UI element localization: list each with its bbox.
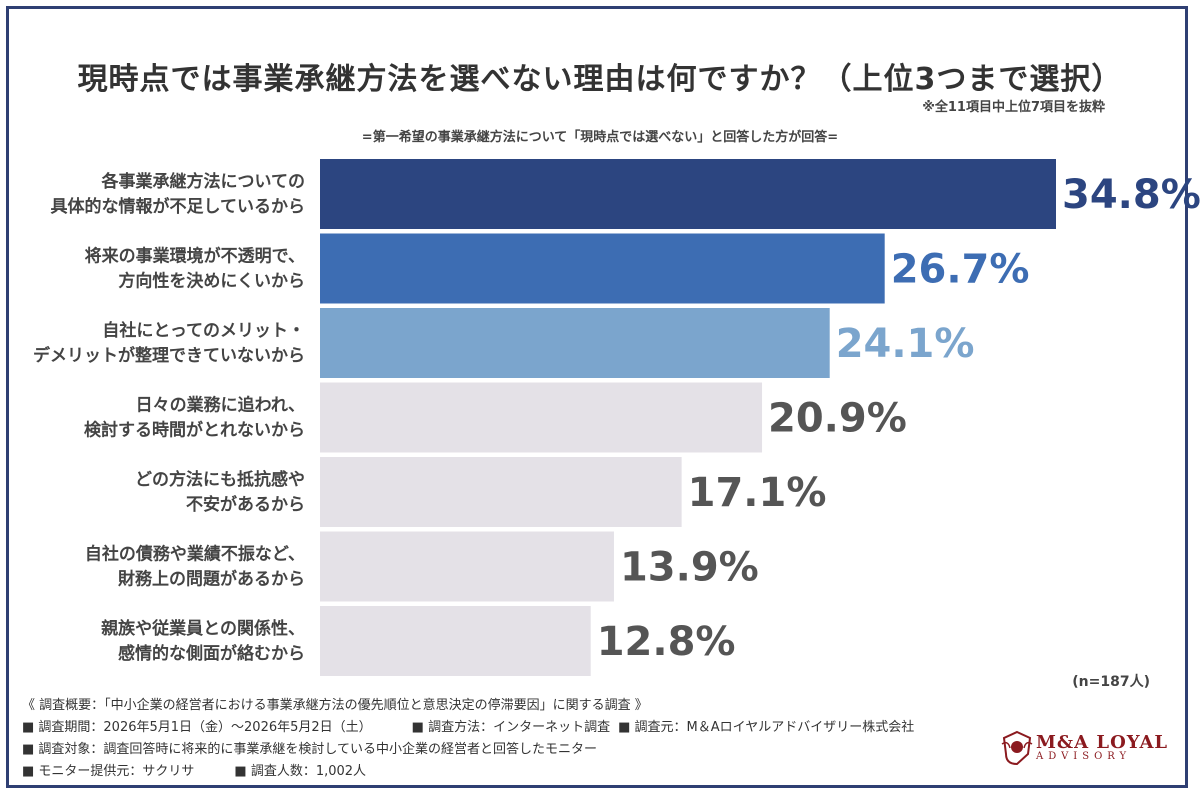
bar-6	[320, 531, 614, 602]
value-label-6: 13.9%	[620, 545, 759, 591]
value-label-4: 20.9%	[768, 396, 907, 442]
value-label-5: 17.1%	[688, 470, 827, 516]
survey-method: ■ 調査方法：インターネット調査	[411, 720, 611, 735]
category-label-4-line-2: 検討する時間がとれないから	[84, 420, 305, 441]
bar-7	[320, 606, 591, 676]
category-label-4-line-1: 日々の業務に追われ、	[136, 395, 305, 416]
value-label-2: 26.7%	[891, 247, 1030, 293]
category-label-7-line-2: 感情的な側面が絡むから	[118, 643, 305, 664]
category-label-6-line-2: 財務上の問題があるから	[117, 569, 305, 590]
bar-5	[320, 457, 682, 527]
sample-size: (n=187人)	[1072, 674, 1150, 690]
company-logo: M&A LOYAL ADVISORY	[1000, 728, 1180, 768]
survey-provider: ■ モニター提供元：サクリサ	[22, 764, 195, 779]
survey-period: ■ 調査期間：2026年5月1日（金）～2026年5月2日（土）	[22, 720, 372, 735]
respondent-note: =第一希望の事業承継方法について「現時点では選べない」と回答した方が回答=	[361, 130, 839, 145]
category-label-1-line-2: 具体的な情報が不足しているから	[50, 196, 306, 217]
bar-4	[320, 382, 763, 453]
category-label-7-line-1: 親族や従業員との関係性、	[101, 618, 305, 639]
logo-sub-text: ADVISORY	[1036, 751, 1132, 762]
category-label-3-line-2: デメリットが整理できていないから	[33, 345, 305, 366]
survey-period-method-org: ■ 調査期間：2026年5月1日（金）～2026年5月2日（土） ■ 調査方法：イ…	[22, 717, 914, 739]
category-label-6-line-1: 自社の債務や業績不振など、	[85, 544, 305, 565]
survey-overview: 《 調査概要：「中小企業の経営者における事業承継方法の優先順位と意思決定の停滞要…	[22, 698, 648, 713]
logo-text: M&A LOYAL ADVISORY	[1036, 732, 1168, 762]
category-label-5-line-2: 不安があるから	[186, 494, 305, 515]
category-label-3-line-1: 自社にとってのメリット・	[102, 320, 305, 341]
value-label-1: 34.8%	[1062, 172, 1200, 218]
survey-count: ■ 調査人数：1,002人	[234, 764, 367, 779]
survey-org: ■ 調査元：M＆Aロイヤルアドバイザリー株式会社	[618, 720, 915, 735]
survey-target: ■ 調査対象：調査回答時に将来的に事業承継を検討している中小企業の経営者と回答し…	[22, 742, 598, 757]
crest-icon	[1001, 730, 1033, 766]
category-label-1-line-1: 各事業承継方法についての	[101, 171, 306, 192]
category-label-5-line-1: どの方法にも抵抗感や	[135, 469, 305, 490]
category-label-2-line-1: 将来の事業環境が不透明で、	[85, 246, 305, 267]
excerpt-note: ※全11項目中上位7項目を抜粋	[922, 100, 1105, 115]
value-label-7: 12.8%	[597, 619, 736, 665]
logo-main-text: M&A LOYAL	[1036, 732, 1169, 753]
bar-1	[320, 159, 1056, 229]
chart-title: 現時点では事業承継方法を選べない理由は何ですか？（上位3つまで選択）	[77, 62, 1123, 97]
survey-provider-count: ■ モニター提供元：サクリサ ■ 調査人数：1,002人	[22, 761, 914, 783]
bar-2	[320, 233, 885, 304]
value-label-3: 24.1%	[836, 321, 975, 367]
category-label-2-line-2: 方向性を決めにくいから	[118, 271, 305, 292]
bar-3	[320, 308, 830, 378]
survey-footer: 《 調査概要：「中小企業の経営者における事業承継方法の優先順位と意思決定の停滞要…	[22, 695, 914, 783]
